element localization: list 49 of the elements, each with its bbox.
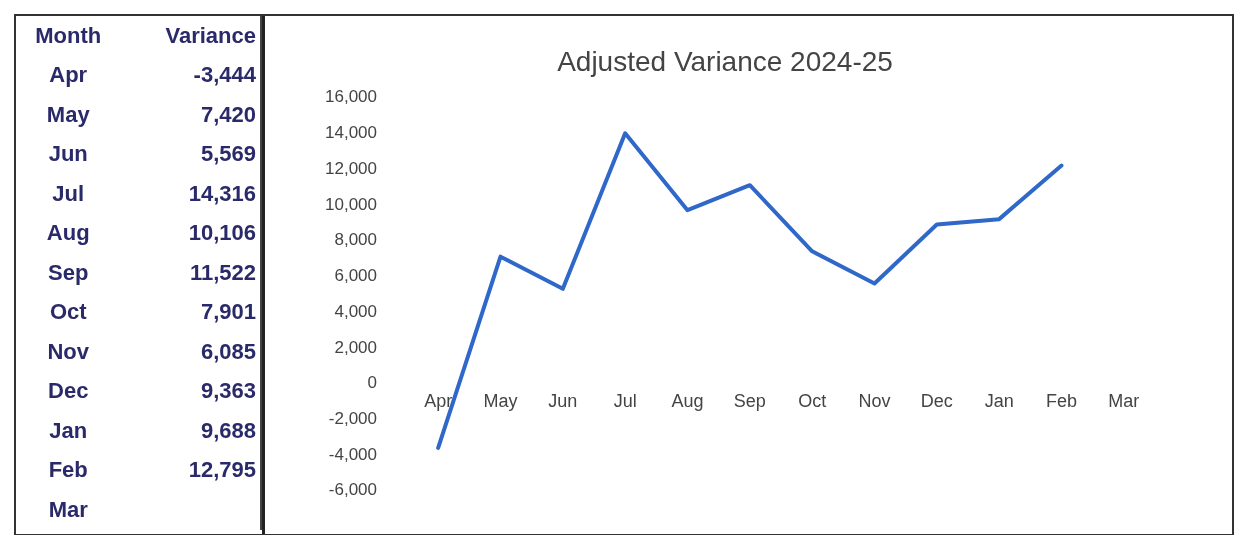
- y-tick-label: 6,000: [334, 266, 377, 286]
- x-tick-label: Jul: [613, 391, 637, 412]
- text: Nov: [46, 337, 90, 366]
- text: Jul: [51, 179, 86, 208]
- text: Month: [34, 21, 103, 50]
- text: Aug: [45, 219, 91, 248]
- text: Mar: [47, 495, 89, 524]
- text: 5,569: [120, 134, 261, 174]
- x-tick-label: Dec: [920, 391, 953, 412]
- text: Jan: [48, 416, 89, 445]
- x-tick-label: Nov: [858, 391, 891, 412]
- text: 7,420: [120, 95, 261, 135]
- text: Feb: [47, 456, 89, 485]
- x-tick-label: Aug: [671, 391, 704, 412]
- text: 14,316: [120, 174, 261, 214]
- x-tick-label: Jan: [984, 391, 1014, 412]
- y-tick-label: 16,000: [325, 87, 377, 107]
- text: 7,901: [120, 292, 261, 332]
- x-tick-label: Mar: [1108, 391, 1140, 412]
- x-tick-label: Feb: [1045, 391, 1078, 412]
- text: -3,444: [120, 55, 261, 95]
- y-tick-label: 14,000: [325, 123, 377, 143]
- x-tick-label: Oct: [798, 391, 827, 412]
- text: May: [45, 100, 91, 129]
- chart-title: Adjusted Variance 2024-25: [557, 45, 893, 77]
- text: Oct: [48, 298, 88, 327]
- text: Apr: [48, 61, 89, 90]
- y-tick-label: 4,000: [334, 301, 377, 321]
- y-tick-label: 0: [367, 373, 377, 393]
- x-tick-label: Apr: [424, 391, 453, 412]
- text: Jun: [47, 140, 89, 169]
- text: 9,688: [120, 411, 261, 451]
- x-tick-label: Jun: [548, 391, 578, 412]
- x-tick-label: May: [483, 391, 518, 412]
- text: 12,795: [120, 450, 261, 490]
- text: 10,106: [120, 213, 261, 253]
- y-tick-label: 10,000: [325, 194, 377, 214]
- y-tick-label: 2,000: [334, 337, 377, 357]
- y-tick-label: 12,000: [325, 158, 377, 178]
- y-tick-label: -4,000: [328, 444, 377, 464]
- text: Sep: [47, 258, 90, 287]
- text: 6,085: [120, 332, 261, 372]
- y-tick-label: -6,000: [328, 480, 377, 500]
- text: 9,363: [120, 371, 261, 411]
- text: 11,522: [120, 253, 261, 293]
- y-tick-label: -2,000: [328, 409, 377, 428]
- text: Variance: [120, 16, 261, 56]
- x-tick-label: Sep: [733, 391, 766, 412]
- y-tick-label: 8,000: [334, 230, 377, 250]
